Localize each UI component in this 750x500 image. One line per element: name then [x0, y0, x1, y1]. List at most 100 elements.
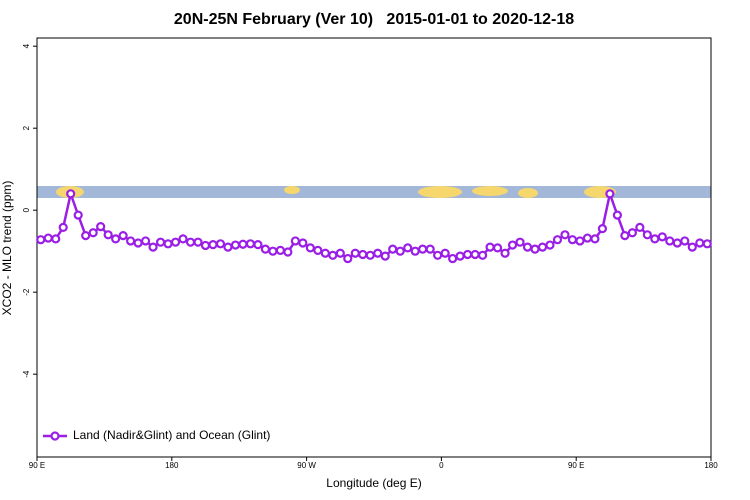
- point: [178, 234, 188, 244]
- point: [672, 238, 682, 248]
- point: [365, 250, 375, 260]
- point: [193, 237, 203, 247]
- point: [238, 239, 248, 249]
- point: [635, 222, 645, 233]
- point: [343, 253, 353, 264]
- x-tick-label: 90 E: [29, 461, 45, 470]
- point: [230, 240, 241, 250]
- point: [545, 240, 555, 250]
- point: [455, 251, 465, 261]
- plot-frame: [36, 37, 712, 458]
- point: [440, 248, 450, 258]
- point: [163, 239, 173, 249]
- point: [223, 242, 233, 252]
- point: [328, 250, 338, 260]
- map-strip: [37, 186, 711, 198]
- point: [448, 253, 458, 264]
- point: [395, 246, 405, 256]
- point: [208, 240, 218, 250]
- point: [388, 244, 398, 254]
- point: [313, 245, 323, 255]
- point: [560, 230, 570, 240]
- point: [335, 248, 345, 258]
- point: [530, 244, 540, 254]
- point: [170, 237, 181, 247]
- point: [695, 238, 705, 248]
- point: [358, 249, 368, 260]
- point: [96, 221, 106, 232]
- point: [148, 242, 158, 252]
- point: [433, 250, 443, 260]
- point: [463, 249, 473, 260]
- legend-label: Land (Nadir&Glint) and Ocean (Glint): [73, 428, 270, 442]
- y-tick-label: 0: [22, 207, 31, 212]
- point: [215, 239, 226, 249]
- x-tick-label: 180: [165, 461, 179, 470]
- point: [507, 240, 518, 250]
- point: [665, 236, 675, 246]
- point: [81, 231, 91, 241]
- x-tick-label: 180: [704, 461, 718, 470]
- point: [500, 248, 510, 258]
- point: [582, 233, 593, 243]
- point: [552, 235, 563, 245]
- point: [642, 230, 652, 240]
- y-tick-label: 2: [22, 125, 31, 130]
- point: [687, 242, 697, 252]
- point: [320, 248, 330, 258]
- point: [73, 210, 83, 220]
- point: [111, 234, 121, 244]
- point: [305, 243, 315, 253]
- point: [380, 251, 390, 261]
- point: [36, 235, 46, 245]
- point: [485, 242, 495, 252]
- legend-marker: [50, 431, 60, 441]
- point: [51, 234, 61, 244]
- point: [253, 240, 263, 250]
- x-tick-label: 90 E: [568, 461, 584, 470]
- point: [702, 239, 712, 249]
- point: [118, 231, 128, 241]
- x-tick-label: 90 W: [297, 461, 316, 470]
- point: [403, 243, 413, 253]
- point: [492, 243, 503, 253]
- point: [567, 235, 578, 245]
- point: [575, 236, 585, 246]
- point: [298, 238, 308, 248]
- point: [350, 248, 360, 258]
- point: [58, 222, 68, 233]
- y-tick-label: 4: [22, 43, 31, 48]
- point: [425, 244, 435, 254]
- point: [650, 234, 660, 244]
- point: [515, 237, 525, 247]
- point: [200, 240, 211, 251]
- point: [418, 244, 428, 254]
- point: [620, 231, 630, 241]
- point: [268, 246, 278, 256]
- point: [657, 232, 667, 242]
- point: [155, 237, 166, 247]
- point: [275, 245, 285, 255]
- x-axis-label: Longitude (deg E): [326, 476, 421, 490]
- point: [597, 224, 608, 234]
- point: [627, 228, 637, 238]
- point: [185, 237, 196, 247]
- point: [680, 236, 690, 246]
- point: [410, 246, 420, 256]
- point: [126, 236, 136, 246]
- x-tick-label: 0: [439, 461, 444, 470]
- point: [612, 210, 622, 220]
- point: [103, 230, 113, 240]
- point: [605, 189, 615, 199]
- point: [537, 242, 548, 252]
- point: [522, 242, 533, 252]
- y-tick-label: -2: [22, 288, 31, 296]
- point: [477, 250, 488, 260]
- point: [88, 228, 98, 238]
- point: [373, 248, 383, 258]
- point: [283, 247, 293, 257]
- series-line: [40, 189, 708, 261]
- y-tick-label: -4: [22, 370, 31, 378]
- chart-title: 20N-25N February (Ver 10) 2015-01-01 to …: [174, 11, 574, 28]
